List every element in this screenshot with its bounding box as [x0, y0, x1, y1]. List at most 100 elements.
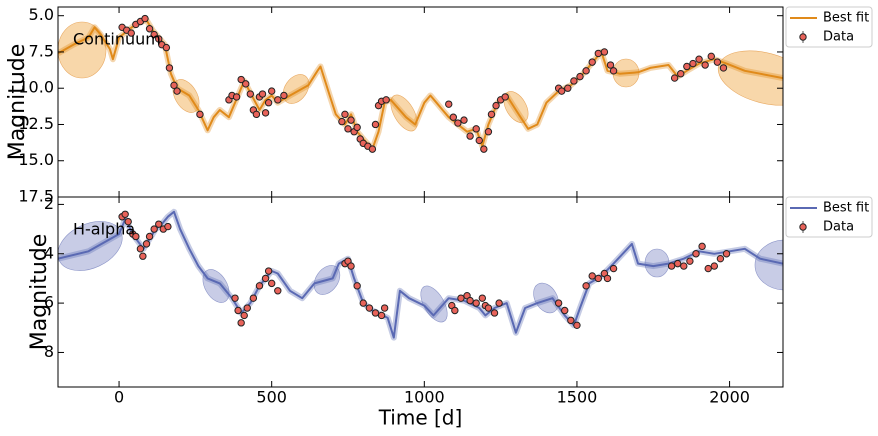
- data-point: [150, 225, 158, 233]
- legend-label: Best fit: [823, 11, 869, 26]
- data-point: [570, 77, 578, 85]
- data-point: [261, 109, 270, 117]
- data-point: [701, 61, 709, 69]
- x-tick-label: 1500: [557, 388, 598, 407]
- data-point: [716, 254, 725, 263]
- data-point: [150, 30, 158, 39]
- data-point: [365, 304, 374, 312]
- data-point: [600, 48, 609, 56]
- data-point: [719, 64, 728, 72]
- data-point: [582, 282, 590, 290]
- data-point: [480, 145, 488, 153]
- y-tick-label: 4: [44, 243, 54, 262]
- data-point: [554, 299, 563, 307]
- data-point: [472, 125, 480, 133]
- data-point: [232, 93, 241, 101]
- data-point: [449, 113, 458, 121]
- data-point: [242, 80, 250, 88]
- data-point: [165, 64, 174, 72]
- fit-line: [58, 210, 783, 339]
- data-point: [683, 62, 691, 71]
- data-point: [670, 74, 679, 82]
- x-tick-label: 0: [114, 388, 124, 407]
- data-point: [267, 87, 276, 95]
- data-point: [121, 210, 129, 218]
- data-point: [475, 136, 483, 145]
- plot-area: [58, 14, 783, 153]
- data-point: [141, 14, 149, 23]
- data-point: [258, 90, 267, 98]
- data-point: [139, 252, 147, 260]
- data-point: [338, 117, 346, 126]
- data-point: [127, 29, 135, 37]
- data-point: [490, 309, 499, 317]
- data-point: [609, 264, 618, 273]
- y-tick-label: 10.0: [18, 78, 54, 97]
- data-point: [457, 294, 465, 302]
- x-tick-label: 1000: [404, 388, 445, 407]
- data-point: [231, 294, 239, 302]
- data-point: [136, 245, 145, 253]
- y-tick-label: 2: [44, 194, 54, 213]
- annotation: Continuum: [73, 30, 161, 49]
- data-point: [196, 110, 204, 119]
- legend-label: Best fit: [823, 201, 869, 216]
- legend-label: Data: [823, 220, 854, 235]
- gap-ellipse: [58, 21, 107, 79]
- legend-marker: [799, 223, 807, 231]
- data-point: [501, 93, 509, 101]
- y-tick-label: 7.5: [29, 41, 54, 60]
- data-point: [673, 259, 682, 268]
- data-point: [237, 75, 245, 84]
- data-point: [582, 67, 590, 75]
- data-point: [240, 311, 248, 320]
- data-point: [667, 262, 676, 270]
- data-point: [237, 319, 245, 327]
- data-point: [267, 279, 276, 288]
- data-point: [680, 262, 688, 270]
- data-point: [603, 274, 612, 283]
- data-point: [686, 257, 694, 265]
- data-point: [371, 120, 380, 129]
- y-tick-label: 17.5: [18, 187, 54, 206]
- axes-frame: [57, 196, 784, 388]
- legend-marker: [799, 33, 807, 41]
- data-point: [594, 274, 603, 283]
- legend: Best fit Data: [785, 6, 873, 48]
- data-point: [472, 299, 480, 307]
- data-point: [264, 267, 273, 275]
- data-point: [132, 232, 140, 241]
- data-point: [710, 262, 719, 270]
- data-point: [280, 91, 288, 100]
- data-point: [371, 309, 380, 317]
- gap-ellipse: [420, 285, 448, 323]
- data-point: [274, 96, 282, 104]
- gap-ellipse: [172, 79, 200, 113]
- data-point: [246, 90, 255, 98]
- legend: Best fit Data: [785, 196, 873, 238]
- data-point: [451, 306, 459, 315]
- data-point: [368, 145, 377, 153]
- data-point: [609, 67, 618, 75]
- data-point: [561, 306, 569, 315]
- data-point: [359, 299, 367, 307]
- axes-frame: [57, 6, 784, 198]
- data-point: [707, 52, 715, 61]
- y-axis-label: Magnitude: [5, 44, 30, 161]
- data-point: [588, 58, 596, 66]
- data-point: [170, 81, 178, 90]
- gap-ellipse: [202, 269, 230, 303]
- data-point: [722, 250, 731, 258]
- data-point: [155, 35, 163, 43]
- data-point: [142, 240, 151, 248]
- data-point: [484, 304, 493, 312]
- data-point: [573, 321, 581, 330]
- data-point: [377, 311, 386, 320]
- data-point: [698, 242, 706, 251]
- data-point: [145, 25, 154, 33]
- data-point: [382, 96, 390, 104]
- data-point: [677, 70, 685, 78]
- data-point: [692, 250, 700, 258]
- fit-band: [58, 208, 783, 341]
